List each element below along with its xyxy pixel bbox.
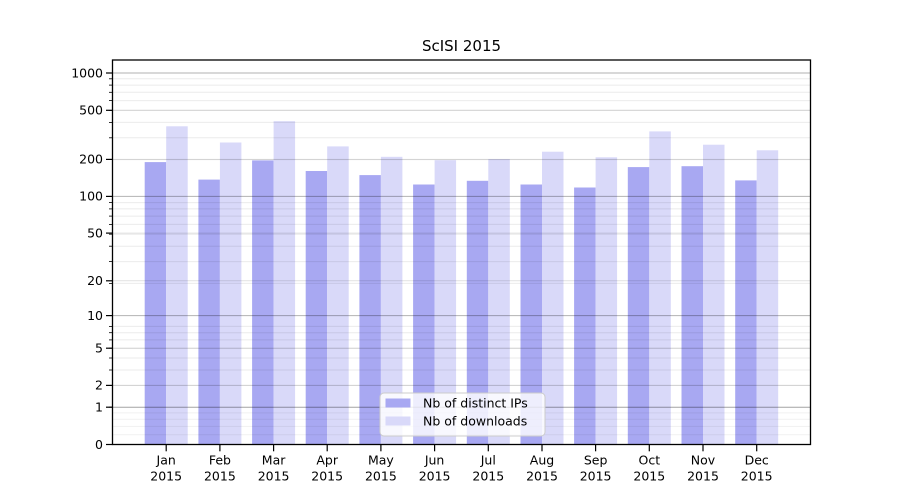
x-tick-label-feb: Feb	[209, 453, 231, 468]
bar-oct-downloads	[649, 131, 671, 445]
x-tick-label-year-apr: 2015	[311, 469, 343, 484]
bar-oct-distinct-ips	[627, 167, 650, 445]
legend-label-downloads: Nb of downloads	[423, 414, 527, 429]
x-tick-label-may: May	[368, 453, 394, 468]
bar-jun-downloads	[434, 160, 457, 445]
bar-jul-downloads	[488, 159, 510, 445]
x-tick-label-year-feb: 2015	[204, 469, 236, 484]
x-tick-label-jun: Jun	[424, 453, 445, 468]
bar-mar-distinct-ips	[252, 160, 274, 445]
legend-box	[379, 392, 546, 437]
bar-sep-distinct-ips	[574, 187, 596, 445]
y-tick-label-200: 200	[79, 152, 103, 167]
bar-feb-downloads	[219, 142, 242, 445]
x-tick-label-year-jul: 2015	[472, 469, 504, 484]
bar-may-downloads	[380, 156, 403, 445]
x-tick-label-sep: Sep	[584, 453, 608, 468]
y-tick-label-0: 0	[95, 437, 103, 452]
x-axis: Jan2015Feb2015Mar2015Apr2015May2015Jun20…	[150, 444, 773, 484]
bar-apr-distinct-ips	[305, 171, 328, 445]
x-tick-label-nov: Nov	[691, 453, 716, 468]
x-tick-label-aug: Aug	[530, 453, 554, 468]
bar-apr-downloads	[327, 146, 349, 445]
bars-distinct-ips	[144, 160, 757, 445]
gridlines	[112, 72, 811, 436]
bars-downloads	[166, 121, 779, 445]
y-axis: 0 1 2 5 10 20 50 100 200 500 1000	[71, 65, 113, 452]
y-tick-label-100: 100	[79, 189, 103, 204]
x-tick-label-year-sep: 2015	[580, 469, 612, 484]
y-tick-label-10: 10	[87, 308, 103, 323]
bar-nov-distinct-ips	[681, 166, 703, 445]
x-tick-label-jul: Jul	[480, 453, 496, 468]
x-tick-label-mar: Mar	[262, 453, 286, 468]
y-tick-label-500: 500	[79, 103, 103, 118]
y-tick-label-1000: 1000	[71, 65, 103, 80]
x-tick-label-year-may: 2015	[365, 469, 397, 484]
y-tick-label-5: 5	[95, 341, 103, 356]
y-tick-label-20: 20	[87, 273, 103, 288]
bar-jan-downloads	[166, 126, 188, 445]
bar-mar-downloads	[273, 121, 296, 445]
x-tick-label-year-aug: 2015	[526, 469, 558, 484]
legend-label-distinct-ips: Nb of distinct IPs	[423, 396, 528, 411]
x-tick-label-year-jun: 2015	[419, 469, 451, 484]
legend: Nb of distinct IPs Nb of downloads	[379, 392, 546, 437]
x-tick-label-year-nov: 2015	[687, 469, 719, 484]
x-tick-label-year-jan: 2015	[150, 469, 182, 484]
bar-may-distinct-ips	[359, 175, 381, 445]
x-tick-label-apr: Apr	[316, 453, 338, 468]
bar-feb-distinct-ips	[198, 179, 220, 445]
y-tick-label-50: 50	[87, 225, 103, 240]
x-tick-label-oct: Oct	[638, 453, 660, 468]
x-tick-label-year-dec: 2015	[741, 469, 773, 484]
bar-dec-downloads	[756, 150, 779, 445]
legend-swatch-distinct-ips	[385, 398, 411, 408]
bar-jun-distinct-ips	[413, 184, 435, 445]
x-tick-label-dec: Dec	[745, 453, 769, 468]
bar-sep-downloads	[595, 157, 618, 445]
bar-aug-downloads	[542, 151, 564, 445]
bars-layer	[144, 121, 779, 445]
axes-box	[111, 59, 812, 446]
x-tick-label-jan: Jan	[156, 453, 176, 468]
bar-aug-distinct-ips	[520, 184, 542, 445]
y-tick-label-1: 1	[95, 400, 103, 415]
bar-nov-downloads	[703, 144, 725, 445]
legend-swatch-downloads	[385, 416, 411, 426]
x-tick-label-year-oct: 2015	[633, 469, 665, 484]
chart-title: ScISI 2015	[422, 37, 501, 55]
y-tick-label-2: 2	[95, 378, 103, 393]
x-tick-label-year-mar: 2015	[258, 469, 290, 484]
bar-dec-distinct-ips	[735, 180, 757, 445]
bar-jul-distinct-ips	[466, 180, 489, 445]
bar-jan-distinct-ips	[144, 162, 167, 445]
